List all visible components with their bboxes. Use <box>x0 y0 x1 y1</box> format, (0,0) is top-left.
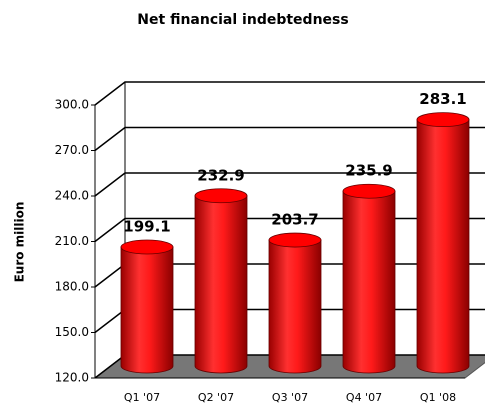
y-tick-label: 300.0 <box>55 98 89 112</box>
data-label: 283.1 <box>419 90 466 108</box>
y-tick-label: 150.0 <box>55 325 89 339</box>
data-label: 235.9 <box>345 162 392 180</box>
cylinder-body <box>416 119 470 374</box>
x-tick-label: Q4 '07 <box>346 391 382 404</box>
grid-line <box>94 126 485 152</box>
data-label: 203.7 <box>271 211 318 229</box>
cylinder-top <box>268 232 322 248</box>
chart-title: Net financial indebtedness <box>137 12 348 28</box>
bar <box>342 183 396 374</box>
cylinder-top <box>194 188 248 204</box>
cylinder-body <box>194 195 248 374</box>
x-tick-label: Q1 '08 <box>420 391 456 404</box>
y-axis-label: Euro million <box>13 202 27 283</box>
y-tick-label: 270.0 <box>55 143 89 157</box>
x-tick-label: Q3 '07 <box>272 391 308 404</box>
bar <box>268 232 322 374</box>
x-tick-label: Q1 '07 <box>124 391 160 404</box>
y-tick-label: 180.0 <box>55 280 89 294</box>
cylinder-top <box>416 112 470 128</box>
cylinder-body <box>268 239 322 374</box>
cylinder-body <box>342 190 396 374</box>
bar <box>416 112 470 374</box>
data-label: 199.1 <box>123 218 170 236</box>
grid-line <box>94 81 485 106</box>
bar <box>194 188 248 374</box>
grid-line <box>94 172 485 197</box>
y-tick-label: 210.0 <box>55 234 89 248</box>
x-tick-label: Q2 '07 <box>198 391 234 404</box>
y-tick-label: 120.0 <box>55 371 89 385</box>
cylinder-top <box>342 183 396 199</box>
y-tick-label: 240.0 <box>55 189 89 203</box>
data-label: 232.9 <box>197 166 244 184</box>
cylinder-body <box>120 246 174 374</box>
bar <box>120 239 174 374</box>
cylinder-top <box>120 239 174 255</box>
